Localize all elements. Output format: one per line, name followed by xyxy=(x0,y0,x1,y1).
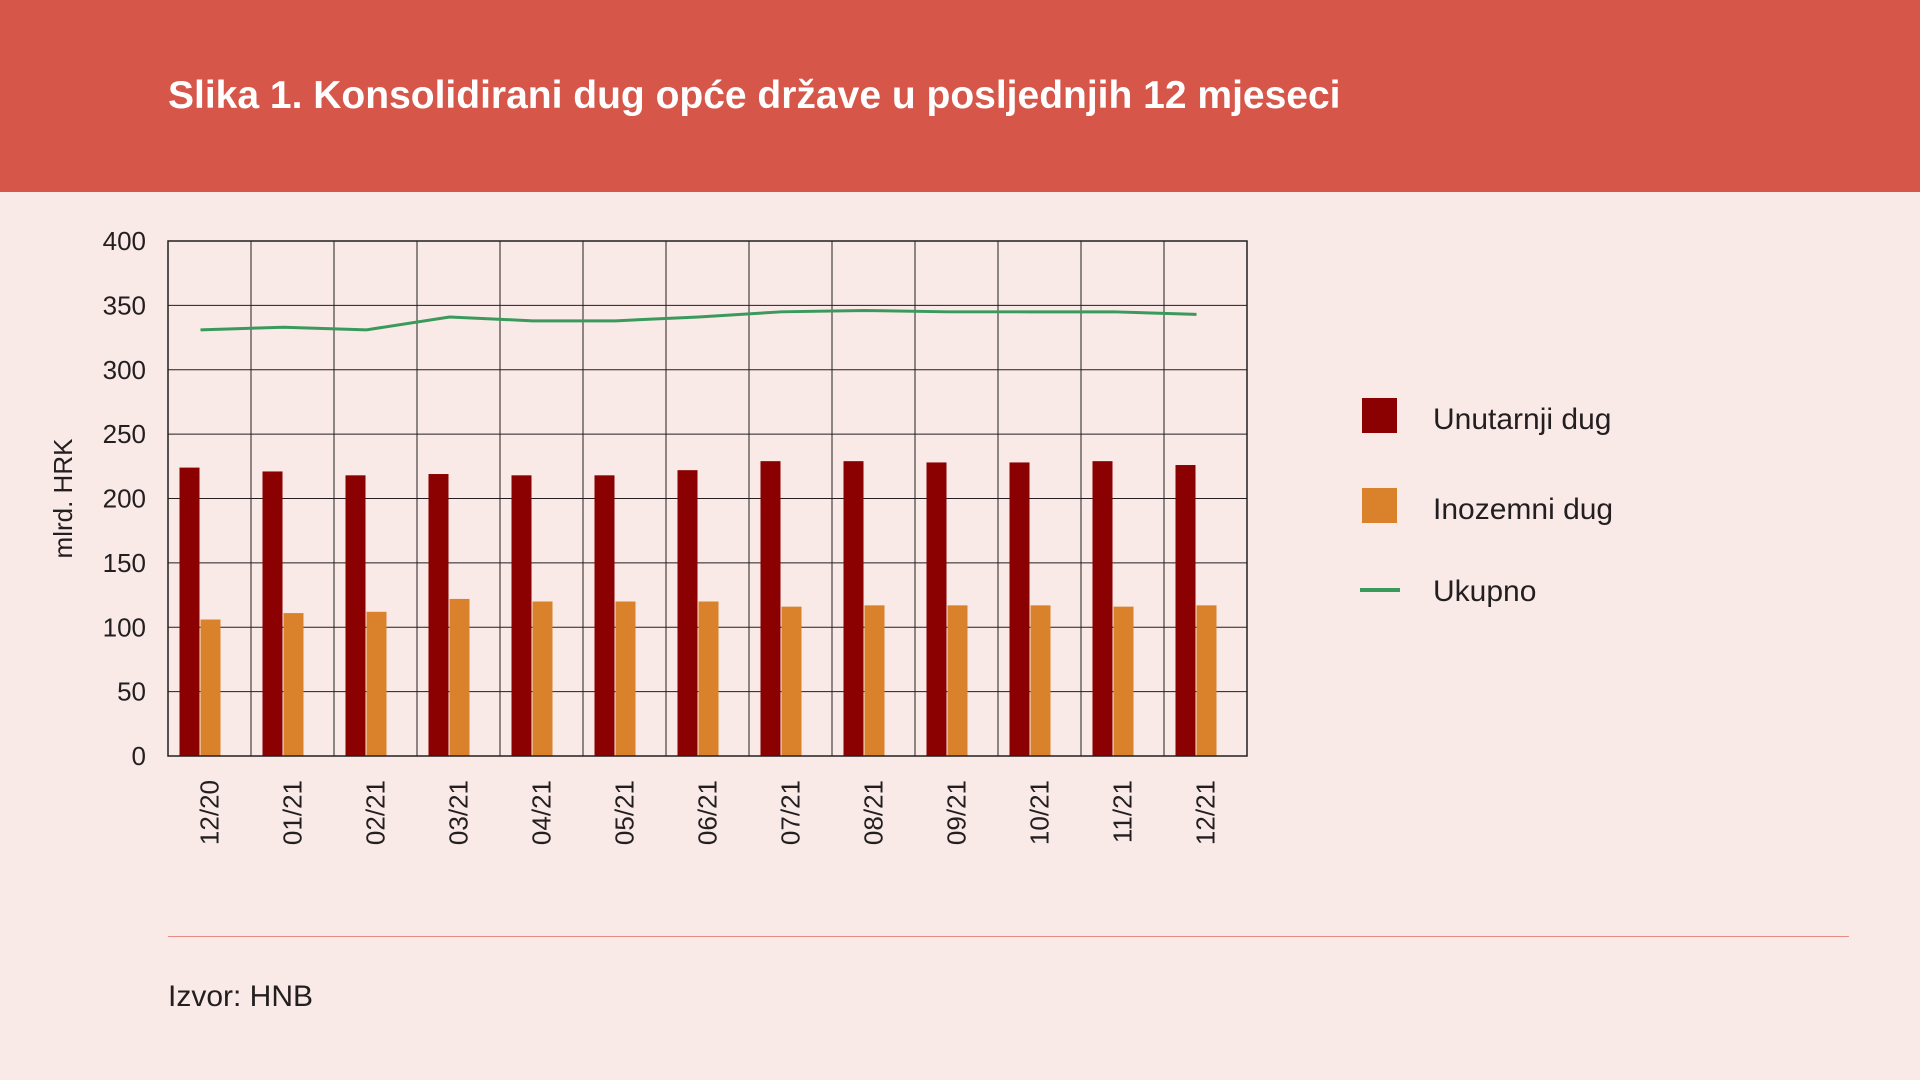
legend-label-1: Inozemni dug xyxy=(1433,493,1613,526)
bar-foreign-04/21 xyxy=(532,601,553,756)
y-tick-300: 300 xyxy=(103,355,146,385)
bar-domestic-09/21 xyxy=(926,462,947,756)
x-tick-11/21: 11/21 xyxy=(1108,780,1138,843)
chart-title: Slika 1. Konsolidirani dug opće države u… xyxy=(168,74,1341,117)
x-tick-09/21: 09/21 xyxy=(942,780,972,845)
bar-foreign-05/21 xyxy=(615,601,636,756)
bar-domestic-10/21 xyxy=(1009,462,1030,756)
x-tick-12/20: 12/20 xyxy=(195,780,225,845)
bar-foreign-12/21 xyxy=(1196,605,1217,756)
plot-frame xyxy=(167,240,1248,757)
bar-domestic-06/21 xyxy=(677,470,698,756)
bar-domestic-03/21 xyxy=(428,474,449,756)
y-tick-350: 350 xyxy=(103,290,146,320)
source-note: Izvor: HNB xyxy=(168,980,314,1013)
legend-swatch-0 xyxy=(1362,398,1397,433)
y-axis-ticks: 0 50 100 150 200 250 300 350 400 xyxy=(103,226,146,771)
series-line-ukupno xyxy=(200,309,1197,332)
legend-label-2: Ukupno xyxy=(1433,575,1536,608)
bar-foreign-06/21 xyxy=(698,601,719,756)
bar-foreign-03/21 xyxy=(449,598,470,756)
bar-foreign-09/21 xyxy=(947,605,968,756)
bar-domestic-11/21 xyxy=(1092,461,1113,756)
x-tick-12/21: 12/21 xyxy=(1191,780,1221,845)
y-tick-250: 250 xyxy=(103,419,146,449)
x-tick-04/21: 04/21 xyxy=(527,780,557,845)
x-tick-02/21: 02/21 xyxy=(361,780,391,845)
total-line xyxy=(200,309,1197,332)
bar-domestic-12/20 xyxy=(179,467,200,756)
x-tick-05/21: 05/21 xyxy=(610,780,640,845)
bar-domestic-08/21 xyxy=(843,461,864,756)
divider xyxy=(168,936,1849,937)
y-tick-100: 100 xyxy=(103,612,146,642)
bar-foreign-10/21 xyxy=(1030,605,1051,756)
y-tick-150: 150 xyxy=(103,548,146,578)
bar-domestic-02/21 xyxy=(345,475,366,756)
header-banner xyxy=(0,0,1920,192)
bar-domestic-05/21 xyxy=(594,475,615,756)
bar-domestic-01/21 xyxy=(262,471,283,756)
bar-domestic-12/21 xyxy=(1175,465,1196,756)
bar-foreign-12/20 xyxy=(200,619,221,756)
legend-label-0: Unutarnji dug xyxy=(1433,403,1611,436)
x-tick-06/21: 06/21 xyxy=(693,780,723,845)
x-tick-07/21: 07/21 xyxy=(776,780,806,845)
legend-swatch-1 xyxy=(1362,488,1397,523)
bar-foreign-01/21 xyxy=(283,613,304,756)
bar-foreign-02/21 xyxy=(366,611,387,756)
x-tick-01/21: 01/21 xyxy=(278,780,308,845)
bar-foreign-07/21 xyxy=(781,606,802,756)
y-axis-label: mlrd. HRK xyxy=(48,438,78,559)
legend: Unutarnji dug Inozemni dug Ukupno xyxy=(1360,398,1613,608)
y-tick-400: 400 xyxy=(103,226,146,256)
y-tick-200: 200 xyxy=(103,484,146,514)
y-tick-50: 50 xyxy=(117,677,146,707)
bar-foreign-08/21 xyxy=(864,605,885,756)
x-tick-03/21: 03/21 xyxy=(444,780,474,845)
y-tick-0: 0 xyxy=(132,741,146,771)
bar-foreign-11/21 xyxy=(1113,606,1134,756)
x-tick-08/21: 08/21 xyxy=(859,780,889,845)
bar-domestic-04/21 xyxy=(511,475,532,756)
bars xyxy=(179,461,1217,756)
x-axis-ticks: 12/20 01/21 02/21 03/21 04/21 05/21 06/21 07/21… xyxy=(195,780,1221,845)
grid-lines xyxy=(168,241,1247,756)
bar-domestic-07/21 xyxy=(760,461,781,756)
x-tick-10/21: 10/21 xyxy=(1025,780,1055,845)
